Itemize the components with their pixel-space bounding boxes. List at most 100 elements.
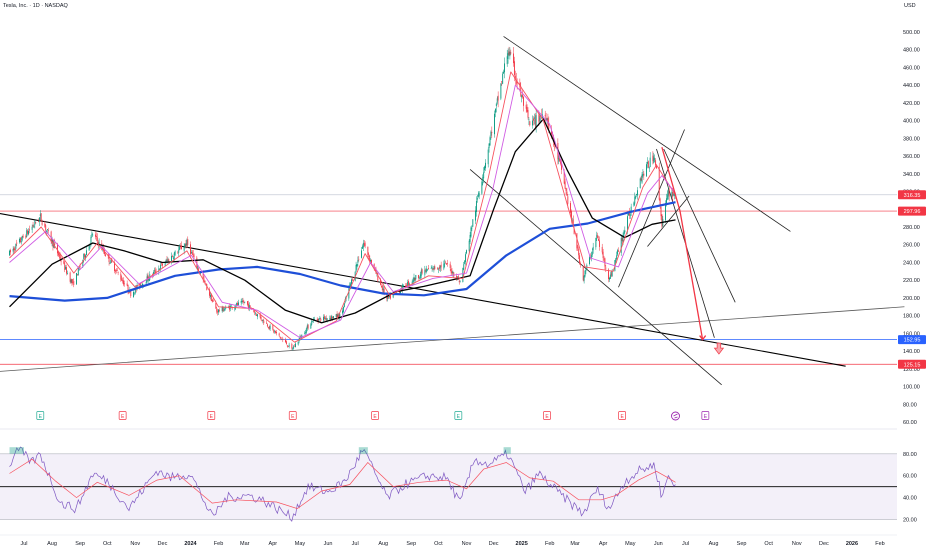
candle-body	[184, 244, 186, 246]
candle-body	[38, 221, 39, 222]
candle-body	[673, 194, 675, 195]
earnings-marker	[207, 411, 216, 420]
candle-body	[433, 266, 435, 270]
candle-body	[642, 174, 644, 176]
candle-body	[247, 301, 248, 305]
candle-body	[342, 310, 343, 314]
candle-body	[478, 192, 480, 197]
candle-body	[437, 268, 438, 269]
x-tick-label: Aug	[47, 541, 57, 547]
trend-line	[663, 148, 736, 303]
candle-body	[513, 53, 514, 64]
candle-body	[70, 279, 72, 283]
candle-body	[77, 268, 79, 276]
candle-body	[33, 225, 35, 227]
candle-body	[46, 230, 48, 232]
projection-arrowhead	[699, 335, 707, 341]
candle-body	[401, 285, 403, 291]
candle-body	[273, 329, 275, 333]
candle-body	[603, 258, 605, 260]
candle-body	[126, 283, 128, 286]
y-tick-label: 440.00	[903, 83, 920, 89]
candle-body	[153, 270, 155, 272]
rsi-overbought-fill	[503, 447, 511, 454]
candle-body	[640, 178, 642, 181]
candle-body	[165, 259, 167, 263]
candle-body	[57, 252, 59, 256]
candle-body	[382, 288, 384, 291]
candle-body	[123, 280, 124, 285]
candle-body	[506, 56, 508, 65]
candle-body	[147, 274, 149, 280]
candle-body	[459, 281, 461, 282]
earnings-marker-letter: E	[39, 414, 43, 420]
candle-body	[266, 324, 268, 327]
candle-body	[609, 274, 611, 279]
candle-body	[335, 314, 337, 317]
candle-body	[133, 292, 135, 294]
candle-body	[430, 268, 432, 269]
y-tick-label: 220.00	[903, 278, 920, 284]
candle-body	[471, 227, 473, 229]
candle-body	[370, 259, 372, 262]
candle-body	[318, 318, 320, 321]
moving-average-line	[9, 84, 676, 339]
candle-body	[539, 118, 541, 120]
candle-body	[275, 330, 277, 333]
candle-body	[223, 309, 225, 311]
candle-body	[260, 316, 262, 320]
candle-body	[375, 268, 377, 274]
candle-body	[109, 263, 111, 264]
candle-body	[545, 118, 547, 121]
candle-body	[368, 255, 370, 257]
candle-body	[38, 217, 40, 222]
candle-body	[257, 314, 258, 317]
candle-body	[424, 269, 426, 275]
candle-body	[280, 337, 282, 339]
trend-line	[0, 213, 846, 367]
candle-body	[437, 268, 439, 270]
candle-body	[173, 253, 175, 260]
candle-body	[203, 279, 205, 281]
candle-body	[47, 230, 49, 231]
x-tick-label: Mar	[240, 541, 250, 547]
candle-body	[278, 333, 280, 336]
candle-body	[434, 266, 436, 270]
candle-body	[45, 225, 47, 231]
candle-body	[34, 220, 36, 225]
price-label-text: 316.35	[904, 193, 921, 199]
candle-body	[419, 274, 421, 279]
candle-body	[621, 237, 623, 241]
candle-body	[623, 231, 625, 236]
candle-body	[141, 284, 143, 286]
candle-body	[47, 229, 48, 230]
candle-body	[28, 229, 30, 231]
candle-body	[317, 318, 319, 322]
candle-body	[443, 263, 445, 269]
candle-body	[319, 317, 321, 319]
candle-body	[196, 257, 198, 268]
candle-body	[79, 265, 81, 267]
candle-body	[468, 240, 470, 252]
candle-body	[120, 273, 122, 280]
candle-body	[339, 313, 341, 319]
candle-body	[608, 269, 609, 280]
earnings-marker	[118, 411, 127, 420]
candle-body	[161, 263, 162, 265]
moving-average-line	[9, 118, 676, 324]
candle-body	[15, 243, 17, 249]
candle-body	[310, 324, 312, 329]
candle-body	[475, 200, 477, 212]
x-tick-label: Sep	[406, 541, 416, 547]
candle-body	[488, 143, 490, 149]
x-tick-label: Jul	[352, 541, 359, 547]
candle-body	[272, 324, 274, 330]
candle-body	[653, 157, 655, 163]
candle-body	[573, 228, 575, 235]
candle-body	[261, 319, 263, 321]
candle-body	[563, 171, 565, 184]
y-tick-label: 160.00	[903, 331, 920, 337]
candle-body	[596, 234, 598, 238]
projection-line	[661, 147, 704, 340]
